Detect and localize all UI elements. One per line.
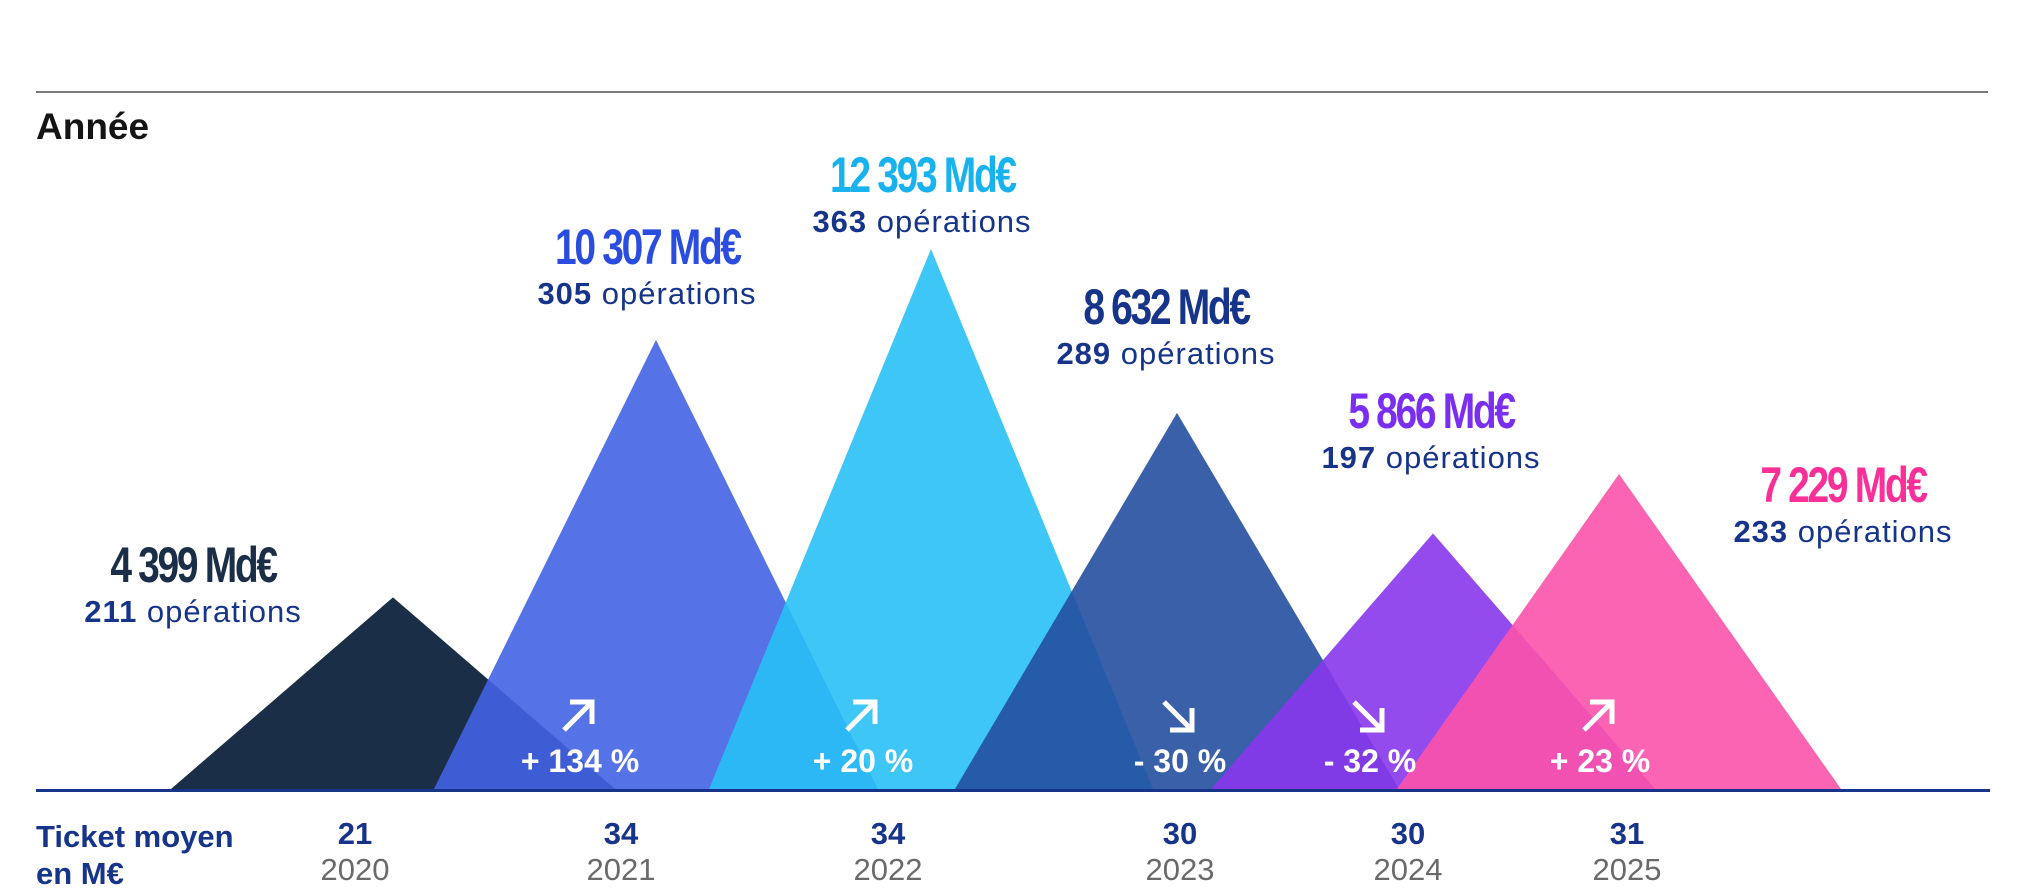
value-label-2020: 4 399 Md€ 211 opérations (13, 536, 373, 630)
value-amount: 7 229 Md€ (1760, 457, 1928, 513)
ticket-moyen-value: 30 (1162, 816, 1198, 851)
chart-title: Année (36, 106, 150, 147)
ticket-moyen-value: 31 (1609, 816, 1645, 851)
x-tick-2020: 21 2020 (285, 815, 425, 887)
arrow-down-right-icon (1352, 700, 1385, 733)
arrow-up-right-icon (1582, 699, 1615, 732)
ticket-label-line1: Ticket moyen (36, 819, 234, 854)
ticket-moyen-value: 30 (1390, 816, 1426, 851)
value-amount: 5 866 Md€ (1348, 383, 1516, 439)
value-amount: 8 632 Md€ (1083, 279, 1251, 335)
baseline (36, 789, 1990, 792)
change-label: - 32 % (1323, 743, 1417, 779)
value-amount: 12 393 Md€ (829, 147, 1017, 203)
year-label: 2024 (1373, 852, 1443, 887)
operations-count: 305 opérations (537, 276, 757, 311)
ticket-moyen-value: 21 (337, 816, 373, 851)
value-label-2025: 7 229 Md€ 233 opérations (1663, 456, 2023, 550)
value-label-2024: 5 866 Md€ 197 opérations (1251, 382, 1611, 476)
year-label: 2025 (1592, 852, 1662, 887)
value-label-2021: 10 307 Md€ 305 opérations (467, 218, 827, 312)
x-tick-2023: 30 2023 (1110, 815, 1250, 887)
change-label: - 30 % (1133, 743, 1227, 779)
arrow-up-right-icon (845, 699, 878, 732)
ticket-moyen-label: Ticket moyen en M€ (36, 818, 234, 892)
ticket-label-line2: en M€ (36, 856, 124, 891)
x-tick-2024: 30 2024 (1338, 815, 1478, 887)
top-rule (36, 91, 1988, 93)
operations-count: 233 opérations (1733, 514, 1953, 549)
x-tick-2021: 34 2021 (551, 815, 691, 887)
value-label-2022: 12 393 Md€ 363 opérations (742, 146, 1102, 240)
year-label: 2023 (1145, 852, 1215, 887)
year-label: 2021 (586, 852, 656, 887)
year-label: 2022 (853, 852, 923, 887)
change-label: + 134 % (520, 743, 640, 779)
operations-count: 289 opérations (1056, 336, 1276, 371)
year-label: 2020 (320, 852, 390, 887)
ticket-moyen-value: 34 (603, 816, 639, 851)
operations-count: 363 opérations (812, 204, 1032, 239)
value-label-2023: 8 632 Md€ 289 opérations (986, 278, 1346, 372)
peak-2025 (1397, 474, 1841, 789)
change-label: + 20 % (812, 743, 914, 779)
arrow-down-right-icon (1162, 700, 1195, 733)
x-tick-2025: 31 2025 (1557, 815, 1697, 887)
value-amount: 4 399 Md€ (110, 537, 278, 593)
change-label: + 23 % (1549, 743, 1651, 779)
operations-count: 211 opérations (84, 594, 302, 629)
peak-2023 (955, 412, 1399, 789)
operations-count: 197 opérations (1321, 440, 1541, 475)
value-amount: 10 307 Md€ (554, 219, 742, 275)
arrow-up-right-icon (562, 699, 595, 732)
x-tick-2022: 34 2022 (818, 815, 958, 887)
ticket-moyen-value: 34 (870, 816, 906, 851)
